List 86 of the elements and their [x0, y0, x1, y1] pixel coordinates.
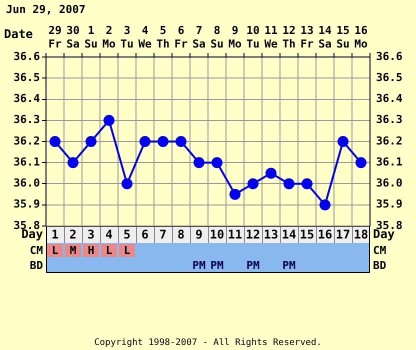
text: L [106, 244, 112, 257]
x-tick-label: 15 Su [336, 24, 350, 50]
point [50, 136, 60, 147]
x-tick-label: 29 Fr [48, 24, 62, 50]
point [356, 157, 366, 168]
text: PM [282, 259, 296, 272]
x2-tick-label: 7 [159, 227, 167, 242]
text: L [52, 244, 58, 257]
x-tick-label: 1 Su [84, 24, 98, 50]
text: Copyright 1998-2007 - All Rights Reserved. [93, 338, 323, 348]
text: H [88, 244, 94, 257]
x2-tick-label: 2 [69, 227, 77, 242]
x-tick-label: 9 Mo [228, 24, 242, 50]
y-tick-label: 36.6 [14, 50, 40, 63]
point [86, 136, 96, 147]
y-tick-label: 36.1 [14, 155, 40, 168]
point [68, 157, 78, 168]
x-tick-label: 16 Mo [354, 24, 368, 50]
x2-tick-label: 9 [195, 227, 203, 242]
x-tick-label: 3 Tu [120, 24, 134, 50]
y-tick-label: 36.3 [14, 113, 40, 126]
category-label: CM [373, 244, 386, 257]
y-tick-label: 36.2 [14, 134, 40, 148]
x2-tick-label: 8 [177, 227, 185, 242]
text: PM [246, 259, 260, 272]
y2-tick-label: 36.3 [376, 113, 402, 126]
x-tick-label: 13 Fr [300, 24, 314, 50]
y-tick-label: 36.0 [14, 176, 40, 190]
x-tick-label: 11 We [264, 24, 278, 50]
point [122, 178, 132, 190]
x2-tick-label: 18 [354, 227, 368, 242]
point [104, 114, 114, 126]
y2-tick-label: 36.5 [376, 70, 402, 84]
text: PM [192, 259, 206, 272]
x2-tick-label: 4 [105, 227, 113, 242]
x2-tick-label: 12 [246, 227, 260, 242]
x2-tick-label: 17 [336, 227, 350, 242]
point [320, 199, 330, 210]
point [158, 136, 168, 147]
text: PM [210, 259, 224, 272]
chart-title: Jun 29, 2007 [6, 3, 86, 16]
x2-tick-label: 15 [300, 227, 314, 242]
x2-tick-label: 14 [282, 227, 296, 242]
x-tick-label: 12 Th [282, 24, 296, 50]
point [266, 168, 276, 179]
x-tick-label: 10 Tu [246, 24, 260, 50]
x2-tick-label: 5 [123, 227, 131, 242]
x2-tick-label: 10 [210, 227, 224, 242]
x-tick-label: 7 Sa [192, 24, 206, 50]
point [230, 188, 240, 200]
point [338, 136, 348, 147]
point [194, 157, 204, 168]
x-tick-label: 8 Su [210, 24, 224, 50]
y2-tick-label: 36.1 [376, 155, 403, 168]
category-label: CM [30, 244, 43, 257]
x2-tick-label: 13 [264, 227, 278, 242]
x-tick-label: 6 Fr [174, 24, 188, 50]
y2-tick-label: 36.2 [376, 134, 402, 148]
point [284, 178, 294, 190]
point [212, 157, 222, 168]
y2-tick-label: 35.9 [376, 198, 402, 211]
x2-tick-label: 3 [87, 227, 95, 242]
x-tick-label: 30 Sa [66, 24, 80, 50]
point [248, 178, 258, 190]
x2-tick-label: 6 [141, 227, 149, 242]
point [176, 136, 186, 147]
point [140, 136, 150, 147]
x2-tick-label: 11 [228, 227, 242, 242]
text: L [124, 244, 130, 257]
y2-tick-label: 36.4 [376, 92, 403, 106]
text: M [70, 244, 76, 257]
y-tick-label: 36.4 [14, 92, 40, 106]
y2-tick-label: 36.6 [376, 50, 403, 63]
y-tick-label: 36.5 [14, 70, 40, 84]
x2-tick-label: 16 [318, 227, 332, 242]
x-tick-label: 4 We [138, 24, 152, 50]
x-tick-label: 2 Mo [102, 24, 116, 50]
category-label: BD [30, 259, 43, 272]
y-tick-label: 35.9 [14, 198, 40, 211]
x-axis-title: Date [4, 27, 33, 41]
x2-tick-label: 1 [51, 227, 59, 242]
x-tick-label: 14 Sa [318, 24, 332, 50]
x-tick-label: 5 Th [156, 24, 170, 50]
point [302, 178, 312, 190]
category-label: BD [373, 259, 386, 272]
y2-tick-label: 36.0 [376, 176, 402, 190]
